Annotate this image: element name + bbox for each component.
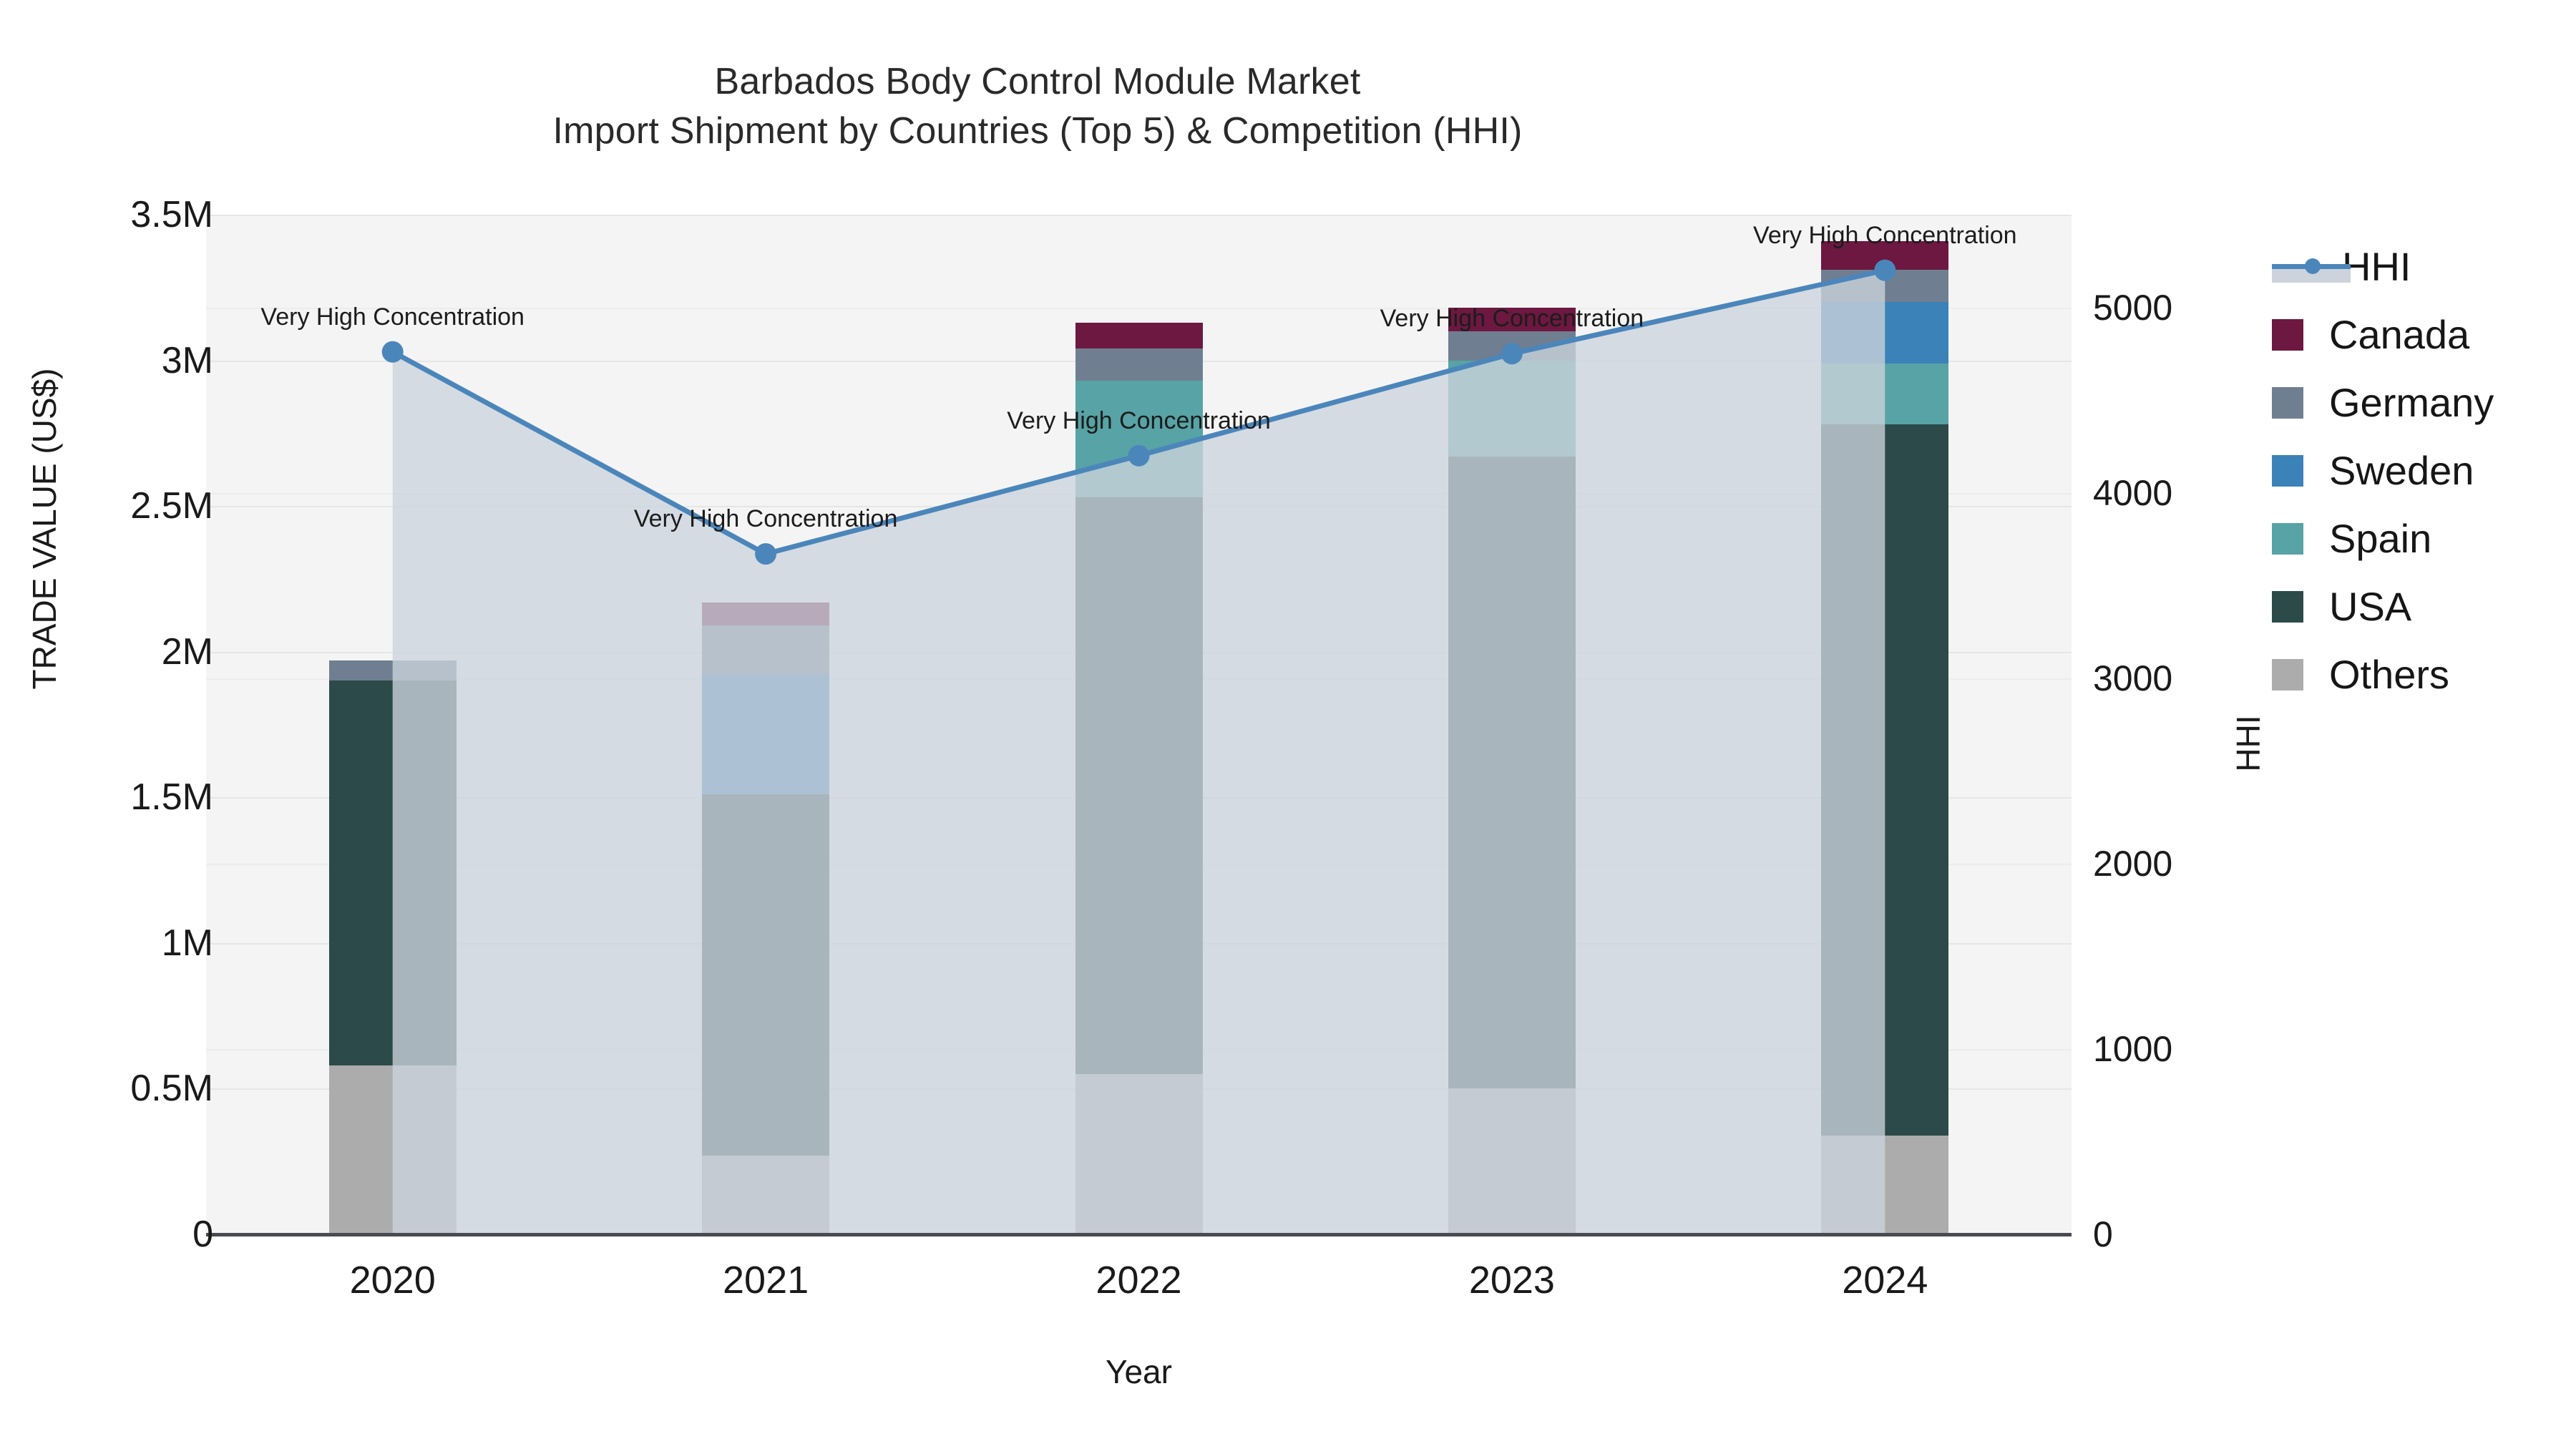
hhi-marker-2024[interactable] — [1874, 259, 1896, 281]
annotation-2020: Very High Concentration — [260, 303, 525, 331]
y-tick-left-3.5M: 3.5M — [130, 194, 213, 235]
x-tick-2022: 2022 — [1096, 1259, 1182, 1302]
legend: HHI Canada Germany Sweden Spain USA Others — [2272, 233, 2494, 708]
legend-label: USA — [2329, 584, 2412, 629]
legend-label: Sweden — [2329, 448, 2474, 493]
annotation-2024: Very High Concentration — [1753, 221, 2017, 249]
x-tick-2023: 2023 — [1468, 1259, 1555, 1302]
legend-swatch-icon — [2272, 658, 2303, 691]
legend-item-canada[interactable]: Canada — [2272, 301, 2494, 369]
hhi-marker-2020[interactable] — [381, 341, 404, 363]
legend-item-sweden[interactable]: Sweden — [2272, 436, 2494, 504]
y-tick-left-0.5M: 0.5M — [130, 1068, 213, 1110]
legend-item-spain[interactable]: Spain — [2272, 504, 2494, 572]
x-tick-2024: 2024 — [1842, 1259, 1928, 1302]
y-tick-left-2M: 2M — [161, 630, 213, 673]
legend-label: Others — [2329, 652, 2450, 697]
y-tick-left-3M: 3M — [161, 339, 213, 381]
bar-segment-canada-2022[interactable] — [1075, 322, 1203, 349]
legend-label: Spain — [2329, 516, 2432, 561]
y-axis-right-label: HHI — [2230, 715, 2267, 772]
legend-line-marker-icon — [2272, 251, 2351, 283]
legend-swatch-icon — [2272, 386, 2303, 419]
hhi-area-fill — [392, 270, 1885, 1234]
y-tick-right-0: 0 — [2093, 1214, 2113, 1254]
legend-item-germany[interactable]: Germany — [2272, 369, 2494, 436]
legend-label: Canada — [2329, 312, 2470, 357]
y-tick-right-5000: 5000 — [2093, 287, 2173, 328]
hhi-marker-2022[interactable] — [1128, 444, 1150, 467]
annotation-2021: Very High Concentration — [633, 505, 898, 533]
plot-area: Very High Concentration Very High Concent… — [206, 215, 2072, 1236]
legend-swatch-icon — [2272, 590, 2303, 623]
y-tick-left-2.5M: 2.5M — [130, 485, 213, 527]
legend-item-usa[interactable]: USA — [2272, 572, 2494, 640]
y-tick-right-4000: 4000 — [2093, 472, 2173, 513]
y-tick-right-2000: 2000 — [2093, 843, 2173, 884]
gridline-left — [206, 215, 2072, 216]
y-axis-left-label: TRADE VALUE (US$) — [26, 368, 63, 690]
y-tick-right-3000: 3000 — [2093, 658, 2173, 698]
y-tick-left-1.5M: 1.5M — [130, 776, 213, 819]
bar-segment-germany-2022[interactable] — [1075, 348, 1203, 381]
chart-title-line-1: Barbados Body Control Module Market — [714, 61, 1361, 102]
legend-swatch-icon — [2272, 318, 2303, 351]
x-axis-label: Year — [1106, 1353, 1172, 1390]
y-tick-right-1000: 1000 — [2093, 1028, 2173, 1069]
y-tick-left-1M: 1M — [161, 922, 213, 964]
annotation-2023: Very High Concentration — [1380, 305, 1644, 333]
x-tick-2021: 2021 — [723, 1259, 809, 1302]
x-tick-2020: 2020 — [349, 1259, 436, 1302]
legend-label: HHI — [2342, 244, 2411, 289]
annotation-2022: Very High Concentration — [1007, 406, 1271, 434]
hhi-marker-2021[interactable] — [755, 543, 777, 565]
chart-title-line-2: Import Shipment by Countries (Top 5) & C… — [552, 109, 1523, 152]
legend-swatch-icon — [2272, 454, 2303, 487]
hhi-line-series — [381, 259, 1896, 1234]
chart-title: Barbados Body Control Module Market Impo… — [0, 57, 2075, 155]
hhi-marker-2023[interactable] — [1501, 343, 1523, 365]
legend-item-hhi[interactable]: HHI — [2272, 233, 2494, 301]
x-axis-line — [206, 1233, 2072, 1236]
gridline-right — [206, 307, 2072, 309]
legend-label: Germany — [2329, 380, 2494, 425]
bar-segment-canada-2023[interactable] — [1448, 308, 1576, 331]
legend-swatch-icon — [2272, 522, 2303, 555]
y-tick-left-0: 0 — [192, 1214, 213, 1255]
legend-item-others[interactable]: Others — [2272, 640, 2494, 708]
